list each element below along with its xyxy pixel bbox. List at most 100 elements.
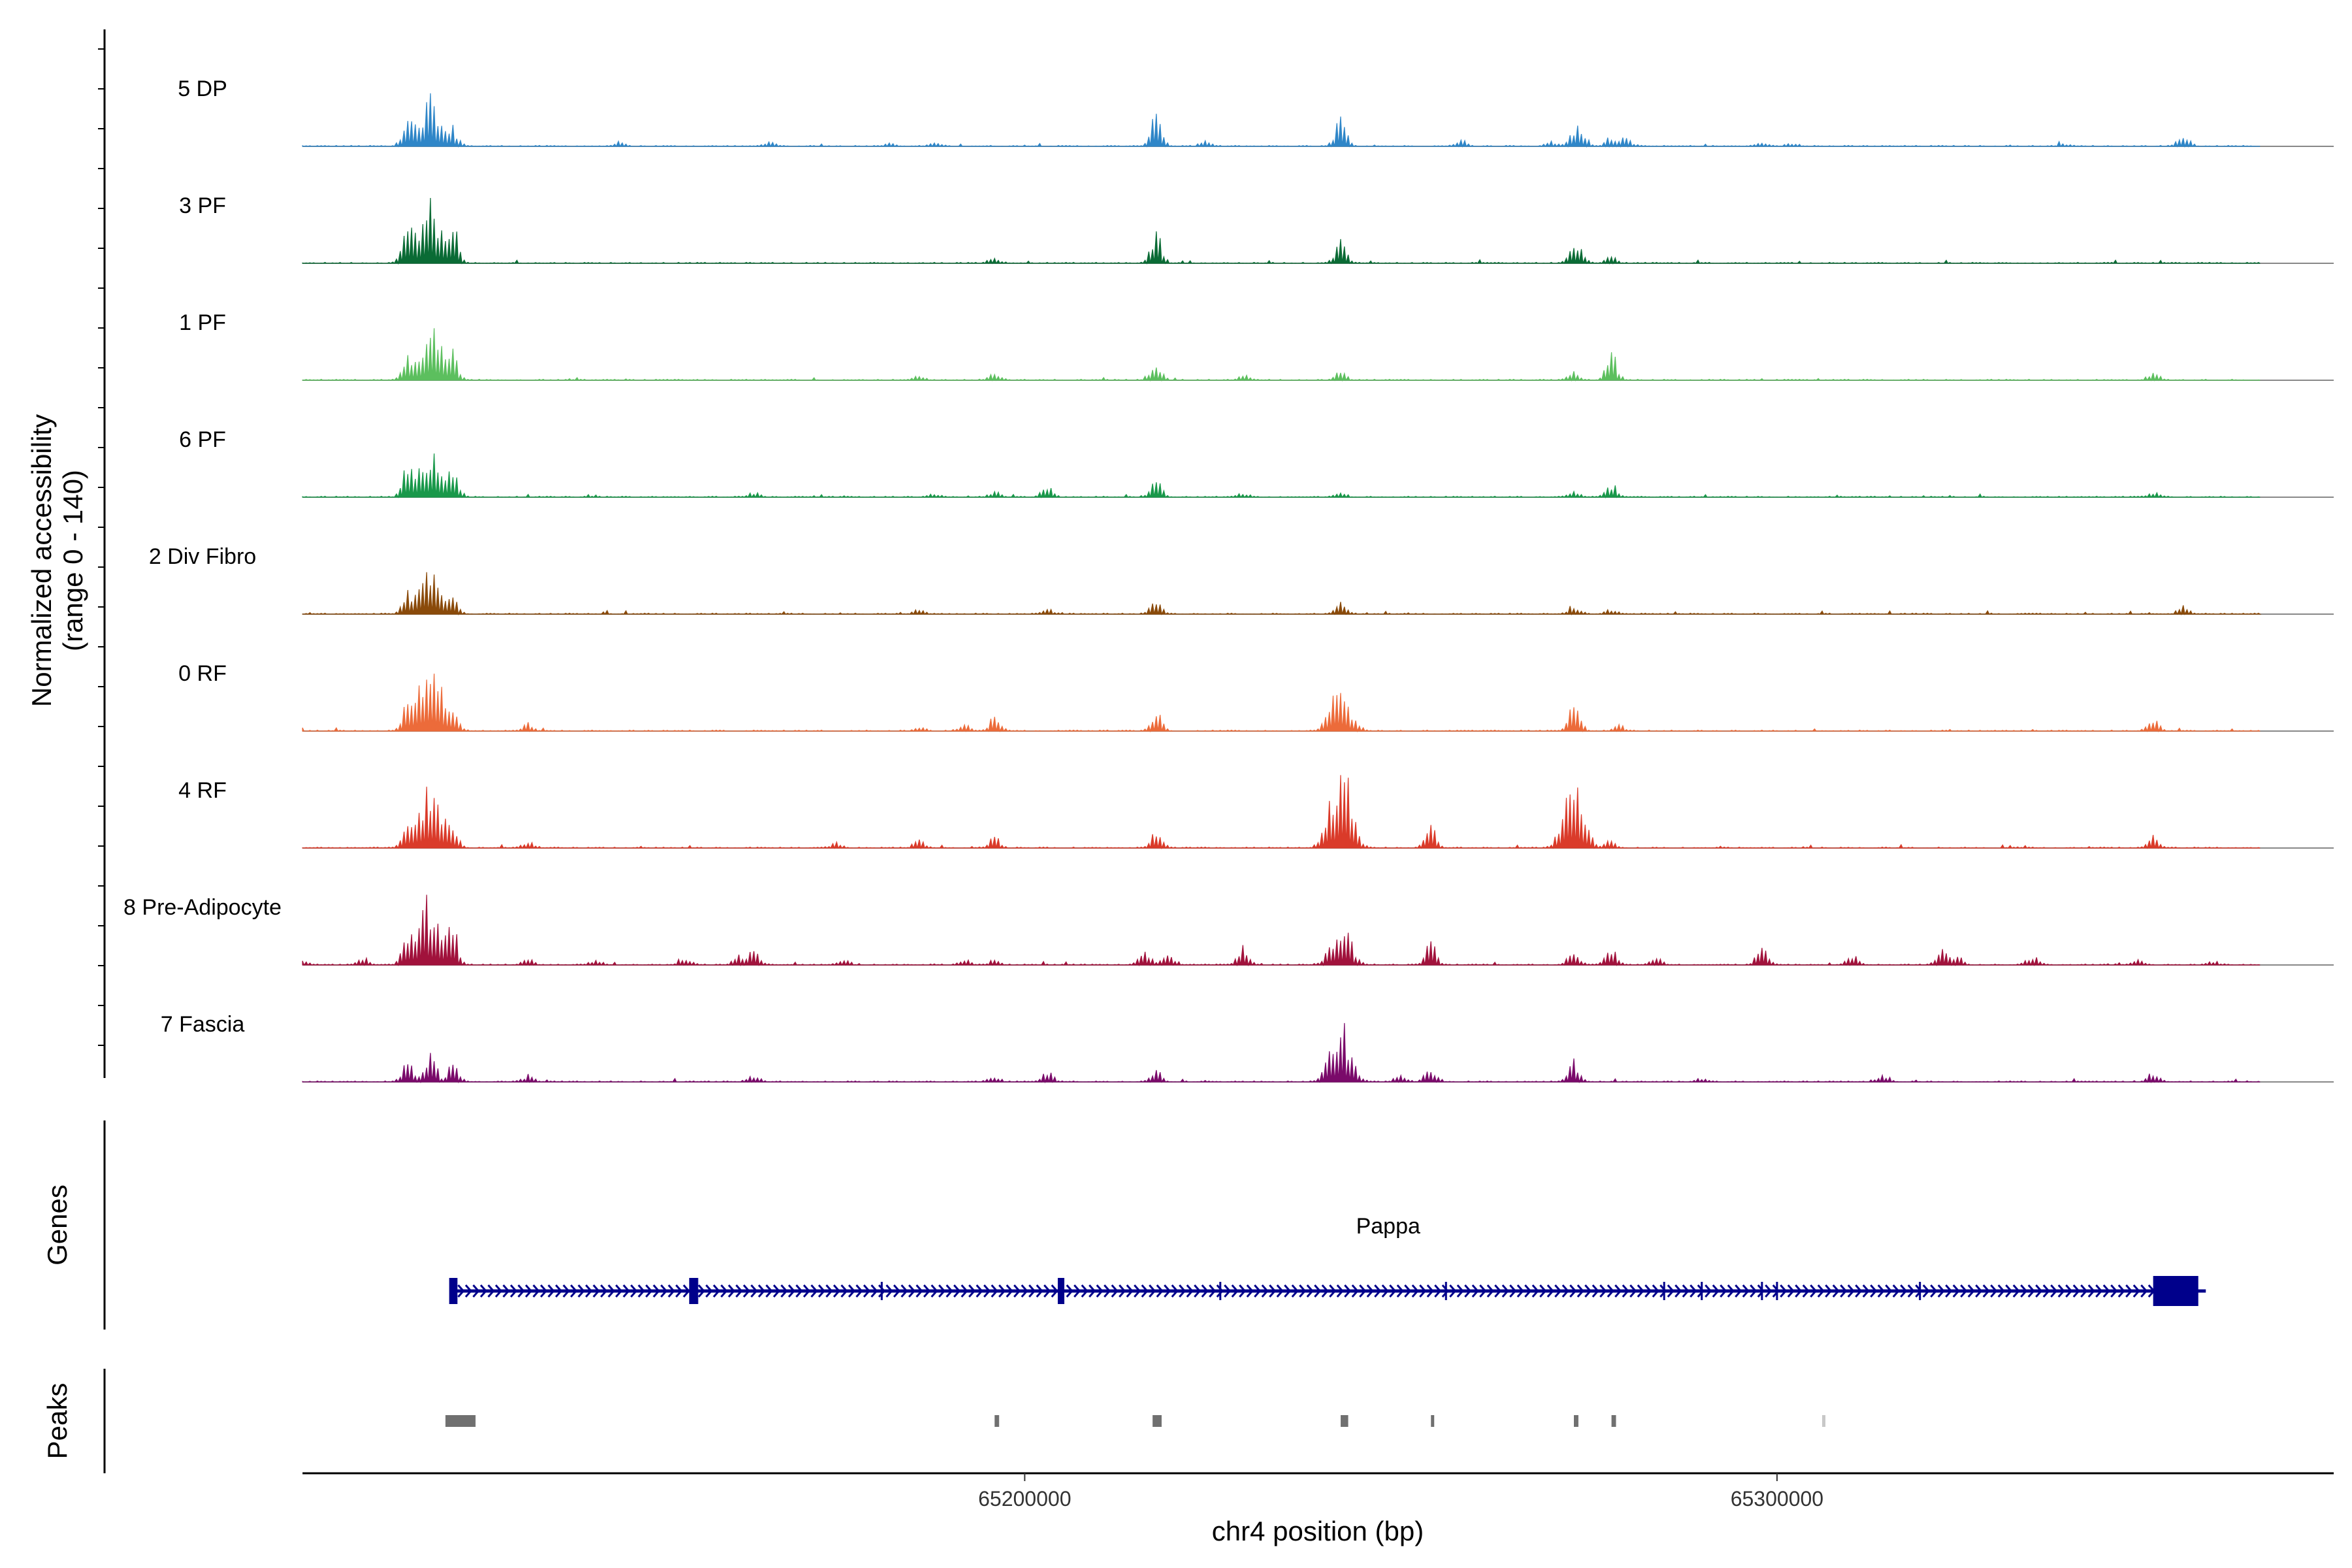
strand-arrow	[1073, 1284, 1081, 1298]
strand-arrow	[930, 1284, 938, 1298]
strand-arrow	[1321, 1284, 1329, 1298]
strand-arrow	[870, 1284, 878, 1298]
strand-arrow	[1449, 1284, 1457, 1298]
strand-arrow	[1877, 1284, 1885, 1298]
peak-region	[1574, 1415, 1578, 1427]
strand-arrow	[923, 1284, 931, 1298]
strand-arrow	[1705, 1284, 1712, 1298]
strand-arrow	[1982, 1284, 1990, 1298]
strand-arrow	[945, 1284, 953, 1298]
strand-arrow	[2072, 1284, 2080, 1298]
strand-arrow	[1712, 1284, 1720, 1298]
track-3-pf: 3 PF	[179, 193, 2334, 265]
strand-arrow	[2140, 1284, 2148, 1298]
strand-arrow	[1832, 1284, 1840, 1298]
strand-arrow	[1870, 1284, 1878, 1298]
strand-arrow	[713, 1284, 721, 1298]
strand-arrow	[938, 1284, 946, 1298]
strand-arrow	[570, 1284, 578, 1298]
strand-arrow	[1186, 1284, 1194, 1298]
strand-arrow	[1276, 1284, 1284, 1298]
strand-arrow	[1509, 1284, 1517, 1298]
strand-arrow	[833, 1284, 841, 1298]
x-axis-ticks: 65200000 65300000	[978, 1473, 1823, 1511]
track-label: 7 Fascia	[161, 1012, 245, 1037]
strand-arrow	[2132, 1284, 2140, 1298]
track-5-dp: 5 DP	[178, 76, 2334, 148]
strand-arrow	[465, 1284, 472, 1298]
strand-arrow	[1261, 1284, 1269, 1298]
strand-arrow	[885, 1284, 893, 1298]
strand-arrow	[855, 1284, 863, 1298]
strand-arrow	[1900, 1284, 1908, 1298]
strand-arrow	[547, 1284, 555, 1298]
strand-arrow	[1366, 1284, 1374, 1298]
strand-arrow	[1757, 1284, 1765, 1298]
coverage-area	[302, 453, 2261, 499]
strand-arrow	[600, 1284, 608, 1298]
strand-arrow	[683, 1284, 691, 1298]
strand-arrow	[1239, 1284, 1247, 1298]
strand-arrow	[495, 1284, 502, 1298]
strand-arrow	[1306, 1284, 1314, 1298]
strand-arrow	[1471, 1284, 1479, 1298]
strand-arrow	[1855, 1284, 1863, 1298]
genes-panel-label: Genes	[42, 1184, 73, 1266]
strand-arrow	[990, 1284, 998, 1298]
strand-arrow	[660, 1284, 668, 1298]
strand-arrow	[1013, 1284, 1021, 1298]
track-label: 8 Pre-Adipocyte	[123, 895, 282, 920]
strand-arrow	[1795, 1284, 1803, 1298]
strand-arrow	[675, 1284, 683, 1298]
strand-arrow	[1614, 1284, 1622, 1298]
strand-arrow	[1840, 1284, 1848, 1298]
track-label: 0 RF	[178, 661, 227, 686]
strand-arrow	[803, 1284, 811, 1298]
strand-arrow	[1426, 1284, 1434, 1298]
strand-arrow	[2065, 1284, 2073, 1298]
strand-arrow	[1742, 1284, 1750, 1298]
strand-arrow	[1209, 1284, 1217, 1298]
x-tick-label: 65300000	[1731, 1487, 1823, 1511]
strand-arrow	[608, 1284, 615, 1298]
strand-arrow	[653, 1284, 661, 1298]
strand-arrow	[1892, 1284, 1900, 1298]
strand-arrow	[502, 1284, 510, 1298]
strand-arrow	[1419, 1284, 1427, 1298]
strand-arrow	[1930, 1284, 1938, 1298]
strand-arrow	[1486, 1284, 1494, 1298]
strand-arrow	[1862, 1284, 1870, 1298]
strand-arrow	[1735, 1284, 1742, 1298]
strand-arrow	[705, 1284, 713, 1298]
strand-arrow	[1231, 1284, 1239, 1298]
strand-arrow	[1134, 1284, 1141, 1298]
strand-arrow	[1592, 1284, 1599, 1298]
coverage-area	[302, 93, 2261, 148]
strand-arrow	[1194, 1284, 1201, 1298]
strand-arrow	[1299, 1284, 1307, 1298]
strand-arrow	[825, 1284, 833, 1298]
coverage-area	[302, 775, 2261, 850]
strand-arrow	[2012, 1284, 2020, 1298]
track-8-pre-adipocyte: 8 Pre-Adipocyte	[123, 894, 2334, 967]
peak-region	[1152, 1415, 1162, 1427]
strand-arrow	[1765, 1284, 1772, 1298]
strand-arrow	[698, 1284, 706, 1298]
coverage-y-ticks	[98, 48, 105, 1046]
strand-arrow	[953, 1284, 961, 1298]
strand-arrow	[1028, 1284, 1036, 1298]
strand-arrow	[773, 1284, 781, 1298]
strand-arrow	[2110, 1284, 2118, 1298]
track-label: 4 RF	[178, 778, 227, 803]
strand-arrow	[1997, 1284, 2005, 1298]
strand-arrow	[2087, 1284, 2095, 1298]
strand-arrow	[1539, 1284, 1547, 1298]
strand-arrow	[457, 1284, 465, 1298]
strand-arrow	[863, 1284, 871, 1298]
strand-arrow	[1599, 1284, 1607, 1298]
strand-arrow	[1359, 1284, 1367, 1298]
gene-exon	[2153, 1276, 2198, 1306]
track-0-rf: 0 RF	[178, 661, 2334, 733]
strand-arrow	[1216, 1284, 1224, 1298]
strand-arrow	[1727, 1284, 1735, 1298]
